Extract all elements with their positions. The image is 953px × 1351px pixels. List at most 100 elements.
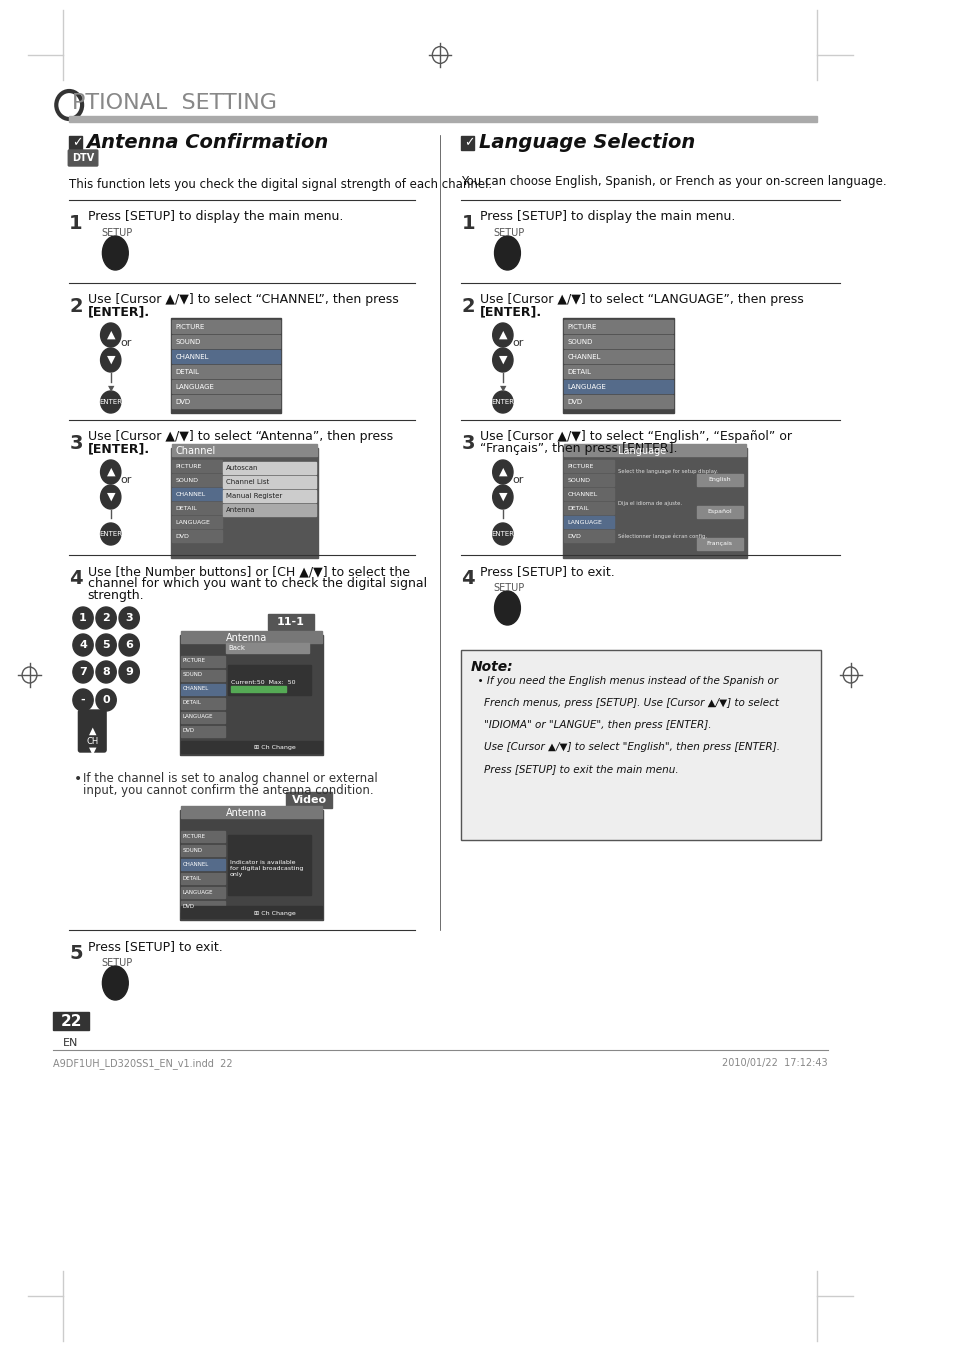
- Text: DVD: DVD: [175, 534, 189, 539]
- Text: 3: 3: [461, 434, 475, 453]
- Text: ▲: ▲: [107, 467, 115, 477]
- Ellipse shape: [119, 634, 139, 657]
- Text: Manual Register: Manual Register: [226, 493, 282, 499]
- Bar: [172, 474, 222, 486]
- Bar: [563, 516, 614, 528]
- Ellipse shape: [72, 689, 93, 711]
- Text: ⊞ Ch Change: ⊞ Ch Change: [253, 746, 295, 751]
- Text: ⊞ Ch Change: ⊞ Ch Change: [253, 911, 295, 916]
- Bar: [563, 335, 672, 349]
- Ellipse shape: [96, 607, 116, 630]
- Text: 7: 7: [79, 667, 87, 677]
- Text: ENTER: ENTER: [491, 531, 514, 536]
- Bar: [172, 394, 280, 408]
- Bar: [223, 462, 315, 474]
- Text: SOUND: SOUND: [567, 339, 592, 345]
- Text: DVD: DVD: [567, 399, 582, 405]
- Bar: [223, 504, 315, 516]
- Text: SOUND: SOUND: [567, 477, 590, 482]
- Text: PICTURE: PICTURE: [182, 834, 206, 839]
- Text: PICTURE: PICTURE: [182, 658, 206, 663]
- Text: or: or: [512, 476, 523, 485]
- Bar: [563, 459, 614, 471]
- Bar: [172, 459, 222, 471]
- Ellipse shape: [100, 349, 121, 372]
- Bar: [563, 365, 672, 378]
- Text: “Français”, then press [ENTER].: “Français”, then press [ENTER].: [479, 442, 677, 455]
- Ellipse shape: [492, 459, 513, 484]
- Text: 1: 1: [461, 213, 475, 232]
- Text: -: -: [81, 694, 85, 705]
- Text: CHANNEL: CHANNEL: [175, 492, 205, 497]
- Text: CHANNEL: CHANNEL: [182, 862, 209, 866]
- Ellipse shape: [96, 661, 116, 684]
- Text: [ENTER].: [ENTER].: [88, 442, 150, 455]
- Text: Press [SETUP] to display the main menu.: Press [SETUP] to display the main menu.: [88, 209, 343, 223]
- Text: Back: Back: [228, 644, 245, 651]
- Text: 1: 1: [79, 613, 87, 623]
- Text: 2: 2: [70, 297, 83, 316]
- Bar: [696, 538, 742, 550]
- Text: ▼: ▼: [499, 384, 506, 393]
- Text: Use [the Number buttons] or [CH ▲/▼] to select the: Use [the Number buttons] or [CH ▲/▼] to …: [88, 565, 409, 578]
- Bar: [223, 490, 315, 503]
- Text: 22: 22: [60, 1013, 82, 1028]
- Text: A9DF1UH_LD320SS1_EN_v1.indd  22: A9DF1UH_LD320SS1_EN_v1.indd 22: [52, 1058, 232, 1069]
- Text: Current:50  Max:  50: Current:50 Max: 50: [231, 681, 294, 685]
- Text: ✓: ✓: [463, 136, 474, 150]
- Text: Español: Español: [706, 509, 731, 515]
- Text: French menus, press [SETUP]. Use [Cursor ▲/▼] to select: French menus, press [SETUP]. Use [Cursor…: [470, 698, 778, 708]
- Bar: [181, 725, 225, 738]
- Text: ▲: ▲: [498, 467, 507, 477]
- Bar: [228, 665, 311, 694]
- Text: PICTURE: PICTURE: [175, 463, 201, 469]
- Ellipse shape: [119, 607, 139, 630]
- Text: ▼: ▼: [107, 492, 115, 503]
- Bar: [181, 712, 225, 723]
- Text: 3: 3: [125, 613, 132, 623]
- Text: Press [SETUP] to display the main menu.: Press [SETUP] to display the main menu.: [479, 209, 735, 223]
- Ellipse shape: [119, 661, 139, 684]
- Ellipse shape: [492, 323, 513, 347]
- Text: or: or: [512, 338, 523, 349]
- Ellipse shape: [492, 485, 513, 509]
- Text: SETUP: SETUP: [101, 958, 132, 969]
- Text: or: or: [120, 338, 132, 349]
- Ellipse shape: [102, 966, 128, 1000]
- Text: LANGUAGE: LANGUAGE: [175, 384, 214, 390]
- Text: Use [Cursor ▲/▼] to select “LANGUAGE”, then press: Use [Cursor ▲/▼] to select “LANGUAGE”, t…: [479, 293, 802, 305]
- Text: DETAIL: DETAIL: [175, 505, 197, 511]
- Text: Note:: Note:: [470, 661, 513, 674]
- Bar: [562, 317, 673, 413]
- Text: Use [Cursor ▲/▼] to select “Antenna”, then press: Use [Cursor ▲/▼] to select “Antenna”, th…: [88, 430, 393, 443]
- Text: SOUND: SOUND: [182, 673, 203, 677]
- Text: PTIONAL  SETTING: PTIONAL SETTING: [71, 93, 276, 113]
- Text: This function lets you check the digital signal strength of each channel.: This function lets you check the digital…: [70, 178, 492, 190]
- Bar: [563, 380, 672, 393]
- Bar: [563, 503, 614, 513]
- Bar: [172, 503, 222, 513]
- Text: Français: Français: [706, 542, 732, 547]
- Text: ENTER: ENTER: [491, 399, 514, 405]
- Bar: [267, 613, 314, 630]
- Text: strength.: strength.: [88, 589, 144, 603]
- Bar: [171, 449, 318, 558]
- Text: DETAIL: DETAIL: [567, 505, 589, 511]
- Bar: [181, 740, 322, 753]
- Ellipse shape: [494, 590, 519, 626]
- Bar: [696, 507, 742, 517]
- Text: 2: 2: [461, 297, 475, 316]
- Text: Language: Language: [618, 446, 666, 457]
- Text: 5: 5: [70, 944, 83, 963]
- Text: 1: 1: [70, 213, 83, 232]
- Bar: [563, 394, 672, 408]
- Text: ENTER: ENTER: [99, 399, 122, 405]
- Bar: [563, 444, 745, 457]
- Text: 8: 8: [102, 667, 110, 677]
- Bar: [181, 907, 322, 917]
- Bar: [181, 657, 225, 667]
- Text: 4: 4: [79, 640, 87, 650]
- Bar: [563, 488, 614, 500]
- Text: channel for which you want to check the digital signal: channel for which you want to check the …: [88, 577, 426, 590]
- Text: CHANNEL: CHANNEL: [175, 354, 209, 359]
